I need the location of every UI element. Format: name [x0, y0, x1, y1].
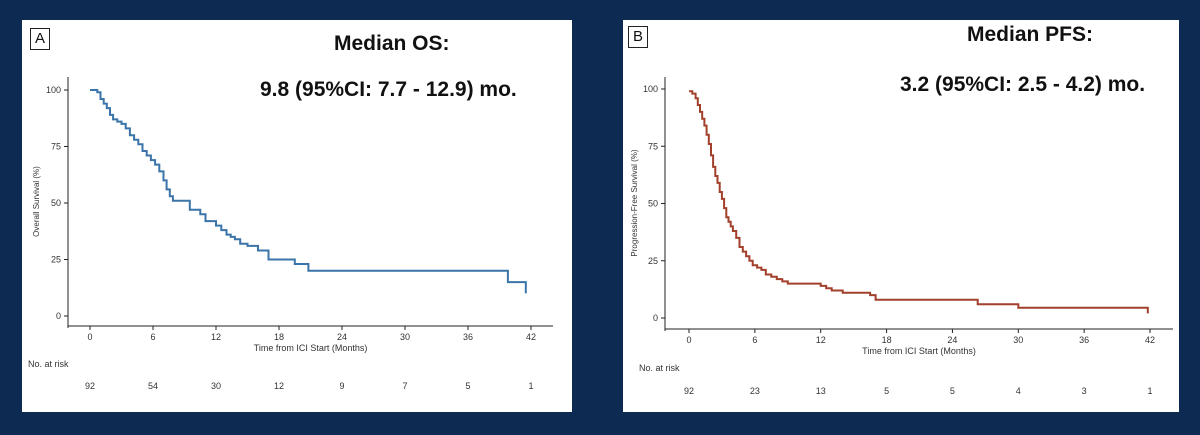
risk-count: 5: [465, 381, 470, 391]
median-pfs-title: Median PFS:: [967, 23, 1094, 46]
x-tick-label: 12: [211, 332, 221, 342]
x-tick-label: 6: [752, 335, 757, 345]
median-os-title: Median OS:: [334, 32, 450, 55]
risk-count: 5: [950, 386, 955, 396]
x-tick-label: 18: [274, 332, 284, 342]
x-tick-label: 42: [1145, 335, 1155, 345]
x-axis-title: Time from ICI Start (Months): [254, 343, 368, 353]
panel-letter: A: [30, 28, 50, 50]
y-tick-label: 0: [56, 311, 61, 321]
risk-count: 13: [816, 386, 826, 396]
x-tick-label: 18: [882, 335, 892, 345]
x-tick-label: 30: [1013, 335, 1023, 345]
y-tick-label: 25: [51, 255, 61, 265]
pfs-km-chart: 0 25 50 75 100 0 6 12 18 24 30 36 42 Time from ICI St…: [630, 77, 1173, 396]
risk-count: 12: [274, 381, 284, 391]
risk-count: 7: [402, 381, 407, 391]
y-tick-label: 75: [648, 141, 658, 151]
x-tick-label: 36: [1079, 335, 1089, 345]
y-tick-label: 100: [46, 85, 61, 95]
survival-curve: [689, 90, 1149, 314]
risk-count: 1: [528, 381, 533, 391]
y-tick-label: 0: [653, 313, 658, 323]
x-axis-title: Time from ICI Start (Months): [862, 346, 976, 356]
panel-a: A Median OS: 9.8 (95%CI: 7.7 - 12.9) mo.…: [22, 20, 572, 412]
x-tick-label: 24: [947, 335, 957, 345]
risk-count: 5: [884, 386, 889, 396]
y-axis-title: Overall Survival (%): [32, 166, 41, 237]
x-tick-label: 30: [400, 332, 410, 342]
x-tick-label: 0: [686, 335, 691, 345]
risk-table-label: No. at risk: [28, 359, 69, 369]
risk-count: 54: [148, 381, 158, 391]
y-tick-label: 50: [51, 198, 61, 208]
risk-count: 92: [85, 381, 95, 391]
risk-count: 1: [1147, 386, 1152, 396]
x-tick-label: 24: [337, 332, 347, 342]
risk-count: 9: [339, 381, 344, 391]
x-tick-label: 36: [463, 332, 473, 342]
median-pfs-value: 3.2 (95%CI: 2.5 - 4.2) mo.: [900, 73, 1146, 96]
panel-letter: B: [628, 26, 648, 48]
survival-curve: [90, 89, 527, 294]
risk-table-label: No. at risk: [639, 363, 680, 373]
x-tick-label: 42: [526, 332, 536, 342]
risk-count: 23: [750, 386, 760, 396]
x-tick-label: 0: [87, 332, 92, 342]
y-axis-title: Progression-Free Survival (%): [630, 149, 639, 256]
risk-count: 92: [684, 386, 694, 396]
x-tick-label: 12: [816, 335, 826, 345]
x-tick-label: 6: [150, 332, 155, 342]
y-tick-label: 75: [51, 142, 61, 152]
y-tick-label: 100: [643, 84, 658, 94]
risk-count: 3: [1082, 386, 1087, 396]
y-tick-label: 50: [648, 199, 658, 209]
risk-count: 4: [1016, 386, 1021, 396]
risk-count: 30: [211, 381, 221, 391]
y-tick-label: 25: [648, 256, 658, 266]
median-os-value: 9.8 (95%CI: 7.7 - 12.9) mo.: [260, 78, 517, 101]
panel-b: B Median PFS: 3.2 (95%CI: 2.5 - 4.2) mo.…: [623, 20, 1179, 412]
